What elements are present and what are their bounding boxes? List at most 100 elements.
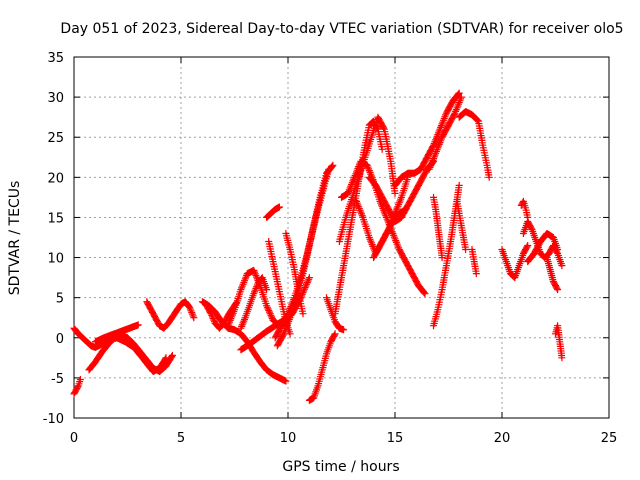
series-sat-aa <box>430 193 446 262</box>
data-point <box>435 142 442 150</box>
data-point <box>237 286 245 294</box>
data-point <box>300 285 308 293</box>
y-tick-label: 10 <box>47 252 64 267</box>
data-point <box>382 212 390 220</box>
data-point <box>168 351 176 359</box>
data-point <box>268 313 276 321</box>
series-sat-ah <box>524 230 562 266</box>
data-point <box>282 377 290 385</box>
x-tick-label: 5 <box>177 431 185 446</box>
data-point <box>253 283 261 291</box>
data-point <box>267 311 275 319</box>
data-point <box>304 277 312 285</box>
y-tick-label: 20 <box>47 171 64 186</box>
data-point <box>390 233 398 241</box>
data-point <box>457 93 465 101</box>
data-point <box>455 100 462 108</box>
series-sat-ai <box>543 254 562 294</box>
data-point <box>250 266 258 274</box>
data-point <box>208 311 216 319</box>
data-point <box>340 326 348 334</box>
data-point <box>189 312 197 320</box>
data-point <box>209 315 217 322</box>
data-point <box>558 262 566 270</box>
data-point <box>378 145 386 153</box>
data-point <box>263 303 271 311</box>
series-sat-ae <box>498 242 532 282</box>
data-point <box>207 310 215 318</box>
data-point <box>210 316 218 324</box>
y-tick-label: -5 <box>51 372 64 387</box>
data-point <box>442 111 450 119</box>
data-point <box>305 275 313 283</box>
chart-title: Day 051 of 2023, Sidereal Day-to-day VTE… <box>60 21 623 37</box>
data-point <box>275 203 283 211</box>
series-sat-af <box>517 197 532 221</box>
data-point <box>455 181 463 189</box>
data-point <box>228 311 236 319</box>
y-tick-label: 25 <box>47 131 64 146</box>
data-point <box>473 116 481 124</box>
data-point <box>186 303 194 311</box>
y-tick-label: 35 <box>47 51 64 66</box>
data-point <box>239 319 247 327</box>
series-sat-y <box>425 93 465 173</box>
series-sat-s <box>335 113 399 245</box>
data-point <box>554 246 562 253</box>
data-point <box>354 201 362 209</box>
data-point <box>427 162 435 170</box>
data-point <box>420 289 428 297</box>
series-sat-c <box>85 331 176 375</box>
data-point <box>264 305 272 313</box>
series-sat-k <box>263 203 283 221</box>
data-point <box>305 274 313 282</box>
data-point <box>208 313 216 321</box>
data-point <box>134 321 142 329</box>
series-sat-aj <box>552 322 566 362</box>
data-points <box>70 89 566 404</box>
series-sat-x <box>391 89 463 189</box>
data-point <box>299 310 307 318</box>
data-point <box>437 122 445 130</box>
series-sat-d <box>91 321 142 346</box>
series-sat-p <box>305 330 339 404</box>
data-point <box>431 151 439 159</box>
x-tick-label: 0 <box>70 431 78 446</box>
x-tick-label: 10 <box>280 431 297 446</box>
plot-frame <box>73 56 610 419</box>
series-sat-o <box>282 230 307 318</box>
data-point <box>523 243 531 251</box>
y-axis-label: SDTVAR / TECUs <box>7 181 23 296</box>
data-point <box>355 163 363 171</box>
series-sat-q <box>323 294 348 334</box>
data-point <box>474 117 482 124</box>
y-tick-label: 5 <box>56 292 64 307</box>
data-point <box>283 323 291 331</box>
data-point <box>391 189 399 197</box>
data-point <box>74 383 82 391</box>
series-sat-w <box>365 157 437 225</box>
data-point <box>554 286 562 294</box>
series-sat-e <box>143 298 198 332</box>
series-sat-n <box>273 165 333 350</box>
data-point <box>251 270 259 278</box>
data-point <box>472 270 480 278</box>
y-tick-label: 15 <box>47 211 64 226</box>
data-point <box>438 254 446 262</box>
y-tick-label: 30 <box>47 91 64 106</box>
data-point <box>329 161 337 169</box>
y-tick-label: 0 <box>56 332 64 347</box>
data-point <box>524 242 532 249</box>
data-point <box>303 279 311 287</box>
data-point <box>450 111 458 118</box>
data-point <box>395 244 403 252</box>
series-sat-z <box>430 181 463 330</box>
data-point <box>328 162 336 170</box>
data-point <box>238 322 246 330</box>
data-point <box>190 314 198 322</box>
data-point <box>455 89 463 97</box>
data-point <box>395 199 403 207</box>
x-tick-label: 20 <box>494 431 511 446</box>
data-point <box>485 173 493 181</box>
